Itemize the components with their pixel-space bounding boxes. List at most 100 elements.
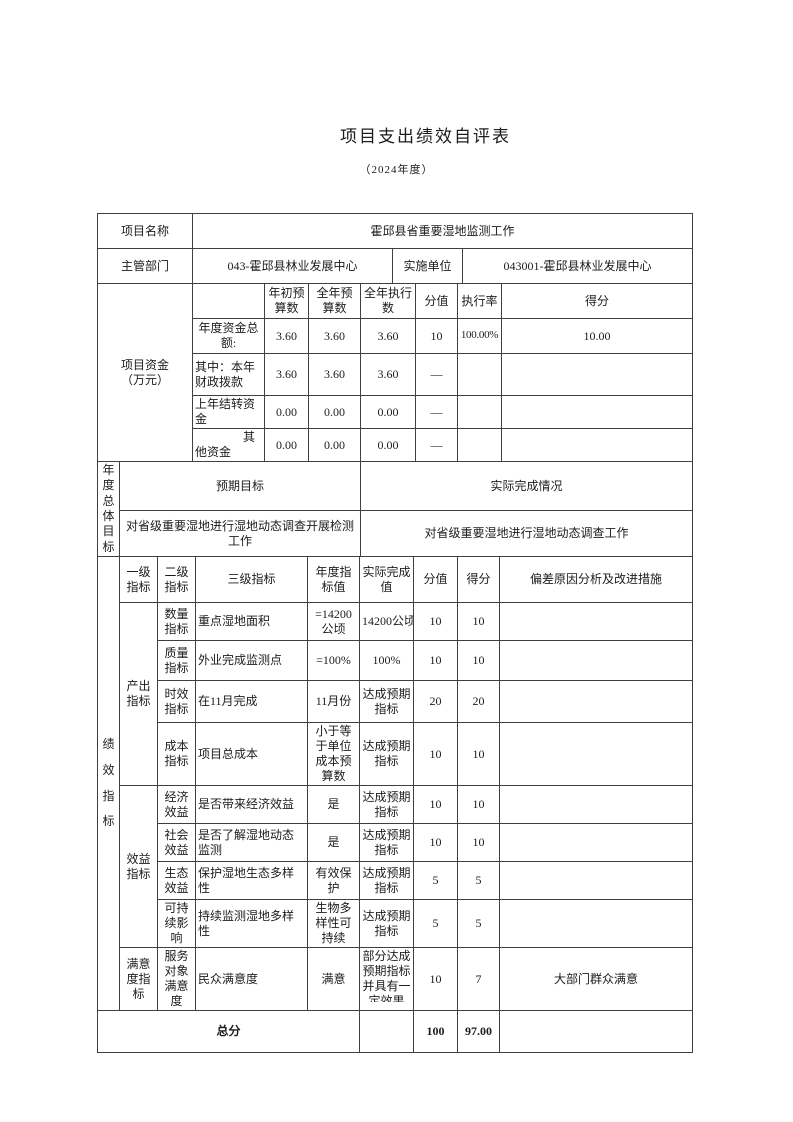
perf-deviation (499, 899, 693, 948)
perf-deviation (499, 861, 693, 900)
perf-row-quantity: 产出指标 数量指标 重点湿地面积 =14200公顷 14200公顷 10 10 (98, 602, 693, 786)
unit-label: 实施单位 (392, 248, 463, 284)
perf-row-timeliness: 时效指标 在11月完成 11月份 达成预期指标 20 20 (98, 680, 693, 723)
col-header-score: 得分 (457, 556, 500, 603)
perf-actual-text: 部分达成预期指标并具有一定效果 (362, 949, 411, 1002)
col-header-deviation: 偏差原因分析及改进措施 (499, 556, 693, 603)
perf-weight: 10 (413, 823, 458, 862)
perf-row-ecological: 生态效益 保护湿地生态多样性 有效保护 达成预期指标 5 5 (98, 861, 693, 900)
perf-row-social: 社会效益 是否了解湿地动态监测 是 达成预期指标 10 10 (98, 823, 693, 862)
goal-expected-header: 预期目标 (119, 461, 361, 511)
funds-score: 10.00 (501, 318, 693, 354)
perf-row-sustainable: 可持续影响 持续监测湿地多样性 生物多样性可持续 达成预期指标 5 5 (98, 899, 693, 948)
funds-initial: 0.00 (264, 395, 309, 429)
total-label: 总分 (97, 1010, 360, 1053)
funds-section-label: 项目资金（万元） (97, 283, 193, 462)
funds-score (501, 353, 693, 396)
perf-actual: 达成预期指标 (359, 823, 414, 862)
perf-weight: 10 (413, 640, 458, 681)
perf-level3: 是否了解湿地动态监测 (195, 823, 308, 862)
funds-header-row: 项目资金（万元） 年初预算数 全年预算数 全年执行数 分值 执行率 得分 (97, 283, 693, 462)
col-header-weight: 分值 (415, 283, 458, 319)
goal-content-row: 对省级重要湿地进行湿地动态调查开展检测工作 对省级重要湿地进行湿地动态调查工作 (98, 510, 693, 557)
total-deviation-empty (499, 1010, 693, 1053)
funds-rate (457, 428, 502, 462)
funds-row-label: 其他资金 (192, 428, 265, 462)
col-header-actual: 实际完成值 (359, 556, 414, 603)
dept-label: 主管部门 (97, 248, 193, 284)
unit-value: 043001-霍邱县林业发展中心 (462, 248, 693, 284)
perf-score: 10 (457, 722, 500, 786)
funds-year: 3.60 (308, 353, 361, 396)
perf-actual: 100% (359, 640, 414, 681)
goal-header-row: 年度总体目标 预期目标 实际完成情况 (97, 461, 693, 557)
perf-level3: 民众满意度 (195, 947, 308, 1011)
perf-weight: 5 (413, 861, 458, 900)
perf-actual: 达成预期指标 (359, 722, 414, 786)
funds-section-label-text: 项目资金（万元） (120, 357, 169, 387)
goal-section-label: 年度总体目标 (97, 461, 120, 557)
perf-deviation (499, 680, 693, 723)
perf-score: 20 (457, 680, 500, 723)
funds-weight: 10 (415, 318, 458, 354)
funds-row-total: 年度资金总额: 3.60 3.60 3.60 10 100.00% 10.00 (98, 318, 693, 354)
perf-actual: 达成预期指标 (359, 680, 414, 723)
funds-score (501, 428, 693, 462)
funds-rate (457, 353, 502, 396)
page-subtitle: （2024年度） (359, 164, 434, 176)
funds-row-label: 其中：本年财政拨款 (192, 353, 265, 396)
perf-header-row: 绩效指标 一级指标 二级指标 三级指标 年度指标值 实际完成值 分值 得分 偏差… (97, 556, 693, 1011)
col-header-level3: 三级指标 (195, 556, 308, 603)
perf-target: 是 (307, 785, 360, 824)
col-header-score: 得分 (501, 283, 693, 319)
perf-deviation (499, 602, 693, 641)
perf-weight: 10 (413, 722, 458, 786)
perf-level3: 持续监测湿地多样性 (195, 899, 308, 948)
perf-level2: 时效指标 (157, 680, 196, 723)
perf-deviation (499, 722, 693, 786)
perf-level3: 在11月完成 (195, 680, 308, 723)
perf-actual: 达成预期指标 (359, 899, 414, 948)
goal-actual-value: 对省级重要湿地进行湿地动态调查工作 (360, 510, 693, 557)
perf-deviation: 大部门群众满意 (499, 947, 693, 1011)
perf-row-satisfaction: 满意度指标 服务对象满意度 民众满意度 满意 部分达成预期指标并具有一定效果 1… (98, 947, 693, 1011)
col-header-executed: 全年执行数 (360, 283, 416, 319)
funds-weight: — (415, 353, 458, 396)
perf-score: 5 (457, 899, 500, 948)
basic-info-table: 项目名称 霍邱县省重要湿地监测工作 主管部门 043-霍邱县林业发展中心 实施单… (97, 213, 693, 284)
funds-year: 3.60 (308, 318, 361, 354)
perf-target: 满意 (307, 947, 360, 1011)
perf-weight: 10 (413, 785, 458, 824)
col-header-level2: 二级指标 (157, 556, 196, 603)
perf-level2: 社会效益 (157, 823, 196, 862)
total-actual-empty (359, 1010, 414, 1053)
perf-target: 是 (307, 823, 360, 862)
total-weight: 100 (413, 1010, 458, 1053)
perf-row-economic: 效益指标 经济效益 是否带来经济效益 是 达成预期指标 10 10 (98, 785, 693, 948)
funds-row-label: 年度资金总额: (192, 318, 265, 354)
perf-weight: 10 (413, 602, 458, 641)
perf-actual: 部分达成预期指标并具有一定效果 (359, 947, 414, 1011)
funds-year: 0.00 (308, 428, 361, 462)
table-row: 主管部门 043-霍邱县林业发展中心 实施单位 043001-霍邱县林业发展中心 (97, 248, 693, 284)
funds-score (501, 395, 693, 429)
annual-goal-table: 年度总体目标 预期目标 实际完成情况 对省级重要湿地进行湿地动态调查开展检测工作… (97, 461, 693, 557)
project-name-value: 霍邱县省重要湿地监测工作 (192, 213, 693, 249)
funds-initial: 0.00 (264, 428, 309, 462)
col-header-level1: 一级指标 (119, 556, 158, 603)
funds-executed: 0.00 (360, 395, 416, 429)
perf-target: =100% (307, 640, 360, 681)
perf-level2: 成本指标 (157, 722, 196, 786)
perf-level3: 项目总成本 (195, 722, 308, 786)
perf-level2: 数量指标 (157, 602, 196, 641)
dept-value: 043-霍邱县林业发展中心 (192, 248, 393, 284)
funds-executed: 0.00 (360, 428, 416, 462)
perf-level3: 是否带来经济效益 (195, 785, 308, 824)
perf-level1-satisfaction: 满意度指标 (119, 947, 158, 1011)
page-title: 项目支出绩效自评表 (340, 127, 511, 146)
performance-table: 绩效指标 一级指标 二级指标 三级指标 年度指标值 实际完成值 分值 得分 偏差… (97, 556, 693, 1053)
perf-actual: 达成预期指标 (359, 861, 414, 900)
perf-level1-output: 产出指标 (119, 602, 158, 786)
perf-actual: 达成预期指标 (359, 785, 414, 824)
